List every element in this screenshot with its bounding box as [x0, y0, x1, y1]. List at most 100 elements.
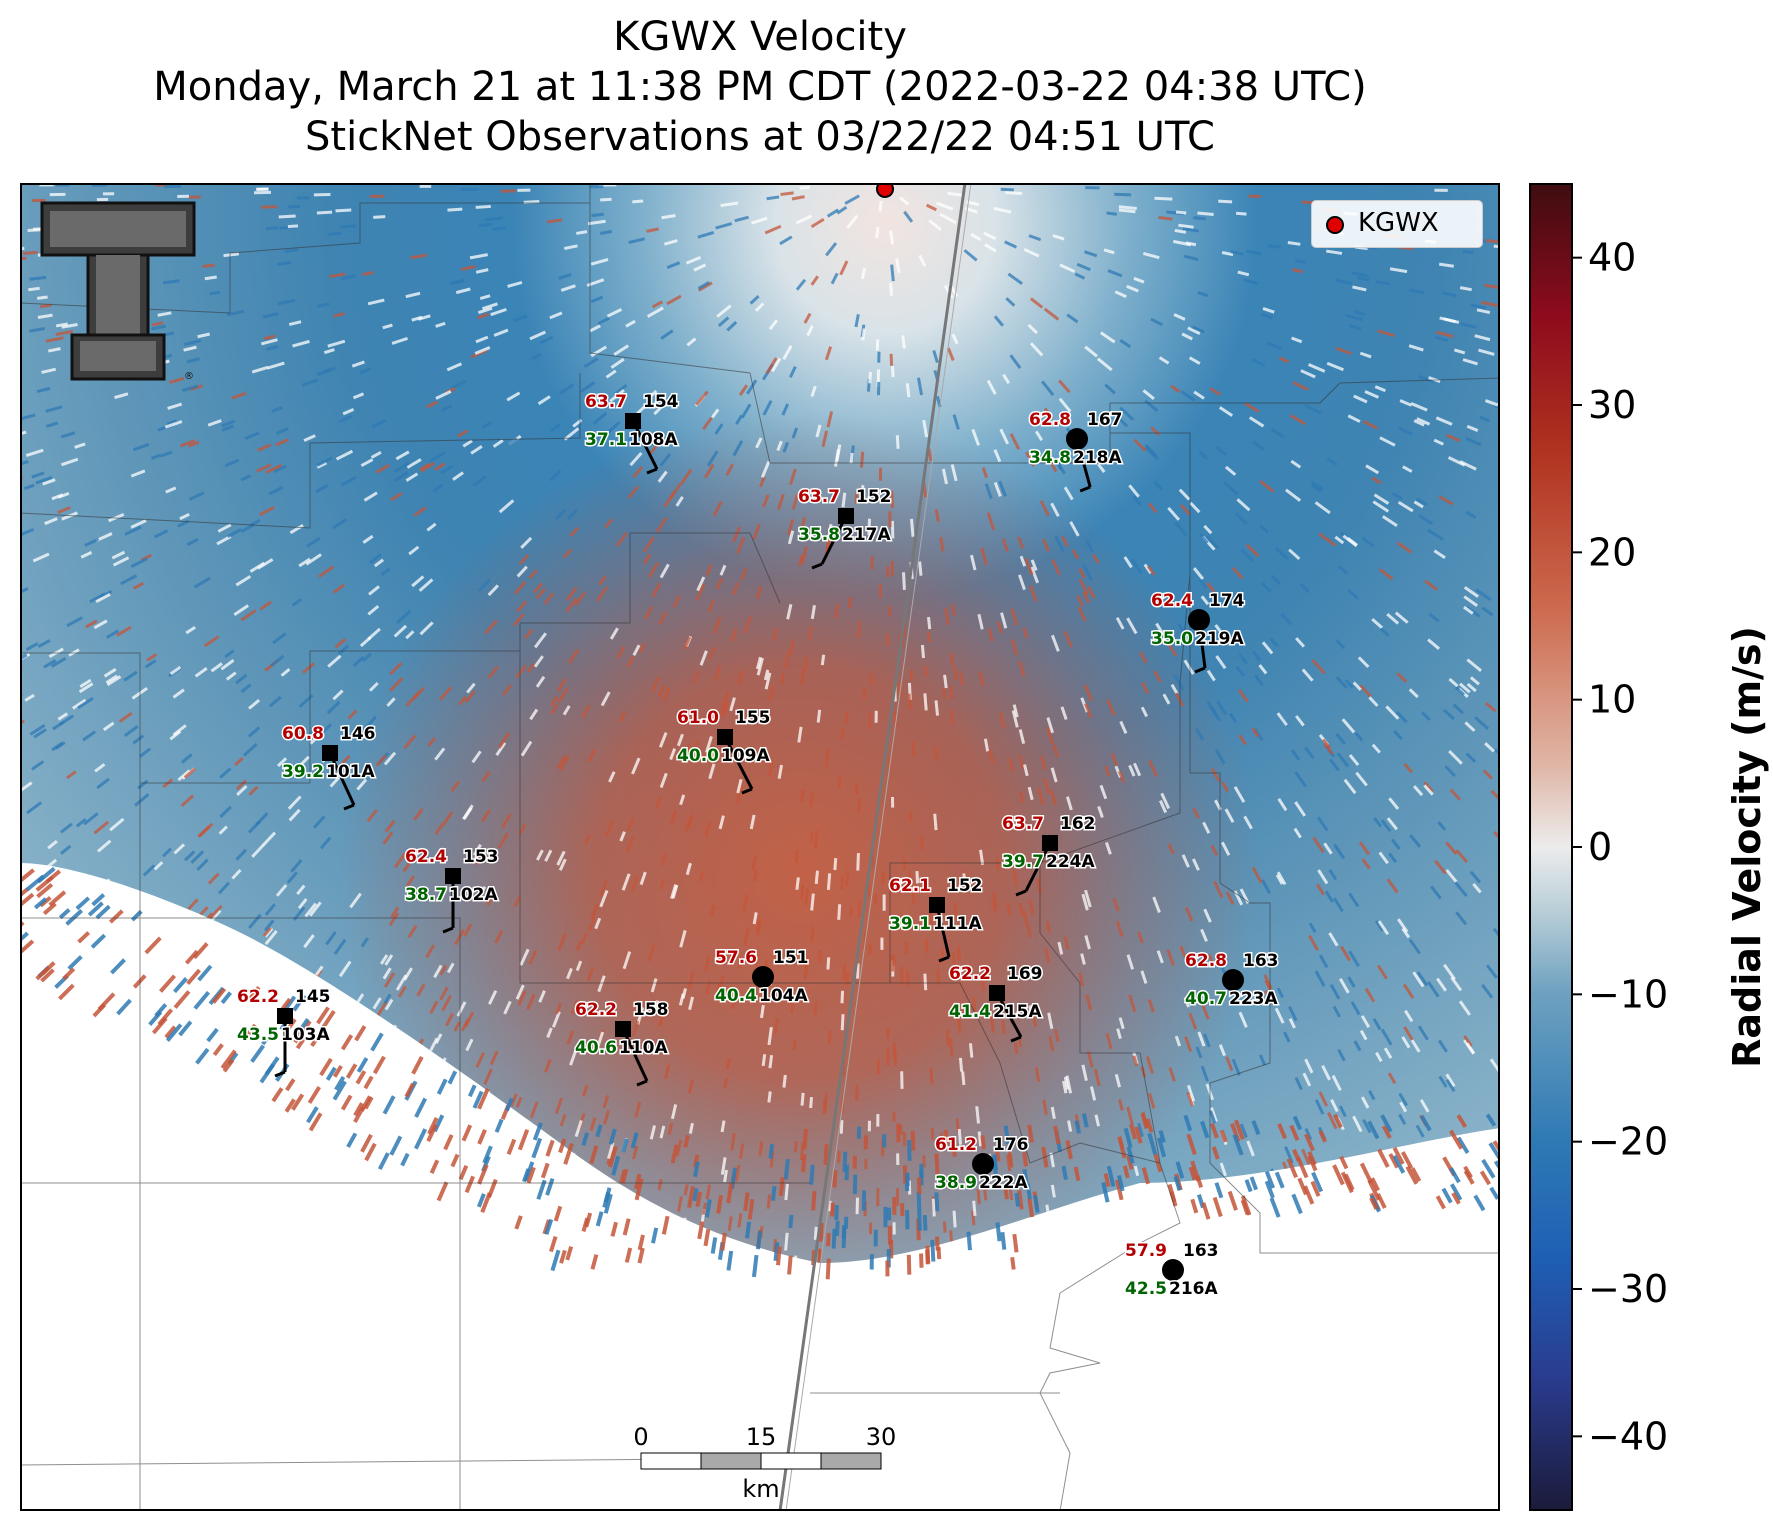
- station-dir-108A: 154: [643, 392, 679, 412]
- map-legend: KGWX: [1311, 200, 1483, 248]
- scale-unit: km: [742, 1475, 779, 1503]
- station-marker-104A: [752, 966, 774, 988]
- station-temp-216A: 57.9: [1125, 1241, 1167, 1261]
- station-dew-224A: 39.7: [1002, 852, 1044, 872]
- logo-registered-mark: ®: [184, 371, 194, 382]
- station-temp-215A: 62.2: [949, 964, 991, 984]
- station-dew-217A: 35.8: [798, 525, 840, 545]
- station-id-109A: 109A: [721, 746, 770, 766]
- station-111A: 62.1 152 39.1 111A: [888, 875, 984, 963]
- wind-barb-flag-218A: [1079, 485, 1091, 493]
- station-id-108A: 108A: [629, 430, 678, 450]
- wind-barb-flag-111A: [938, 955, 950, 963]
- station-temp-223A: 62.8: [1185, 951, 1227, 971]
- station-dir-222A: 176: [993, 1135, 1029, 1155]
- wind-barb-flag-110A: [636, 1079, 648, 1087]
- station-temp-217A: 63.7: [798, 487, 840, 507]
- station-dir-111A: 152: [947, 876, 983, 896]
- station-temp-108A: 63.7: [585, 392, 627, 412]
- station-id-215A: 215A: [993, 1002, 1042, 1022]
- station-temp-218A: 62.8: [1029, 410, 1071, 430]
- station-dir-219A: 174: [1209, 591, 1245, 611]
- station-id-111A: 111A: [933, 914, 982, 934]
- station-102A: 62.4 153 38.7 102A: [404, 846, 500, 934]
- station-temp-224A: 63.7: [1002, 814, 1044, 834]
- station-id-219A: 219A: [1195, 629, 1244, 649]
- station-id-102A: 102A: [449, 885, 498, 905]
- station-id-218A: 218A: [1073, 448, 1122, 468]
- station-temp-111A: 62.1: [889, 876, 931, 896]
- station-224A: 63.7 162 39.7 224A: [1001, 813, 1097, 897]
- radar-map: 63.7 154 37.1 108A 62.8 167 34.8 218A 63.7 152 35.…: [20, 183, 1500, 1511]
- wind-barb-flag-101A: [343, 803, 355, 811]
- station-dew-222A: 38.9: [935, 1173, 977, 1193]
- station-marker-111A: [929, 897, 945, 913]
- colorbar-tick-label: 20: [1588, 530, 1636, 574]
- station-temp-104A: 57.6: [715, 948, 757, 968]
- station-id-110A: 110A: [619, 1038, 668, 1058]
- wind-barb-111A: [935, 904, 951, 958]
- station-dew-215A: 41.4: [949, 1002, 991, 1022]
- station-dir-104A: 151: [773, 948, 809, 968]
- station-222A: 61.2 176 38.9 222A: [934, 1134, 1030, 1195]
- station-marker-219A: [1188, 609, 1210, 631]
- station-110A: 62.2 158 40.6 110A: [574, 999, 670, 1087]
- station-marker-223A: [1222, 969, 1244, 991]
- station-223A: 62.8 163 40.7 223A: [1184, 950, 1280, 1011]
- station-dew-111A: 39.1: [889, 914, 931, 934]
- station-108A: 63.7 154 37.1 108A: [584, 391, 680, 475]
- station-dir-223A: 163: [1243, 951, 1279, 971]
- title-line-2: Monday, March 21 at 11:38 PM CDT (2022-0…: [153, 64, 1367, 110]
- station-216A: 57.9 163 42.5 216A: [1124, 1240, 1220, 1301]
- station-marker-108A: [625, 413, 641, 429]
- station-dir-224A: 162: [1060, 814, 1096, 834]
- station-dew-218A: 34.8: [1029, 448, 1071, 468]
- station-dew-110A: 40.6: [575, 1038, 617, 1058]
- station-marker-110A: [615, 1021, 631, 1037]
- colorbar-label: Radial Velocity (m/s): [1725, 626, 1769, 1068]
- station-dew-102A: 38.7: [405, 885, 447, 905]
- station-id-216A: 216A: [1169, 1279, 1218, 1299]
- wind-barb-flag-109A: [741, 787, 753, 795]
- colorbar-tick-label: −30: [1588, 1267, 1668, 1311]
- station-marker-222A: [972, 1153, 994, 1175]
- colorbar-tick-label: −20: [1588, 1120, 1668, 1164]
- wind-barb-109A: [723, 736, 754, 790]
- station-109A: 61.0 155 40.0 109A: [676, 707, 772, 795]
- station-temp-110A: 62.2: [575, 1000, 617, 1020]
- station-marker-101A: [322, 745, 338, 761]
- station-215A: 62.2 169 41.4 215A: [948, 963, 1044, 1043]
- wind-barb-110A: [621, 1028, 649, 1082]
- wind-barb-flag-103A: [274, 1070, 286, 1078]
- wind-barb-flag-224A: [1015, 889, 1027, 897]
- station-temp-102A: 62.4: [405, 847, 447, 867]
- station-104A: 57.6 151 40.4 104A: [714, 947, 810, 1008]
- station-dir-110A: 158: [633, 1000, 669, 1020]
- scale-tick-15: 15: [746, 1423, 777, 1451]
- wind-barb-flag-217A: [811, 562, 823, 570]
- colorbar-tick-label: 10: [1588, 678, 1636, 722]
- map-border: [20, 183, 1500, 1511]
- station-id-104A: 104A: [759, 986, 808, 1006]
- station-dir-217A: 152: [856, 487, 892, 507]
- station-101A: 60.8 146 39.2 101A: [281, 723, 377, 811]
- station-dir-102A: 153: [463, 847, 499, 867]
- station-temp-109A: 61.0: [677, 708, 719, 728]
- colorbar-gradient: [1529, 183, 1573, 1511]
- station-218A: 62.8 167 34.8 218A: [1028, 409, 1124, 493]
- station-temp-101A: 60.8: [282, 724, 324, 744]
- station-103A: 62.2 145 43.5 103A: [236, 986, 332, 1078]
- texas-tech-logo: T ®: [40, 201, 196, 382]
- colorbar-tick-label: 40: [1588, 236, 1636, 280]
- station-dew-219A: 35.0: [1151, 629, 1193, 649]
- station-217A: 63.7 152 35.8 217A: [797, 486, 893, 570]
- scale-tick-30: 30: [866, 1423, 897, 1451]
- station-marker-218A: [1066, 428, 1088, 450]
- scale-tick-0: 0: [633, 1423, 648, 1451]
- station-dew-109A: 40.0: [677, 746, 719, 766]
- station-marker-102A: [445, 868, 461, 884]
- colorbar-tick-label: 0: [1588, 825, 1612, 869]
- station-id-217A: 217A: [842, 525, 891, 545]
- station-dew-223A: 40.7: [1185, 989, 1227, 1009]
- scale-bar: 0 15 30 km: [633, 1423, 896, 1503]
